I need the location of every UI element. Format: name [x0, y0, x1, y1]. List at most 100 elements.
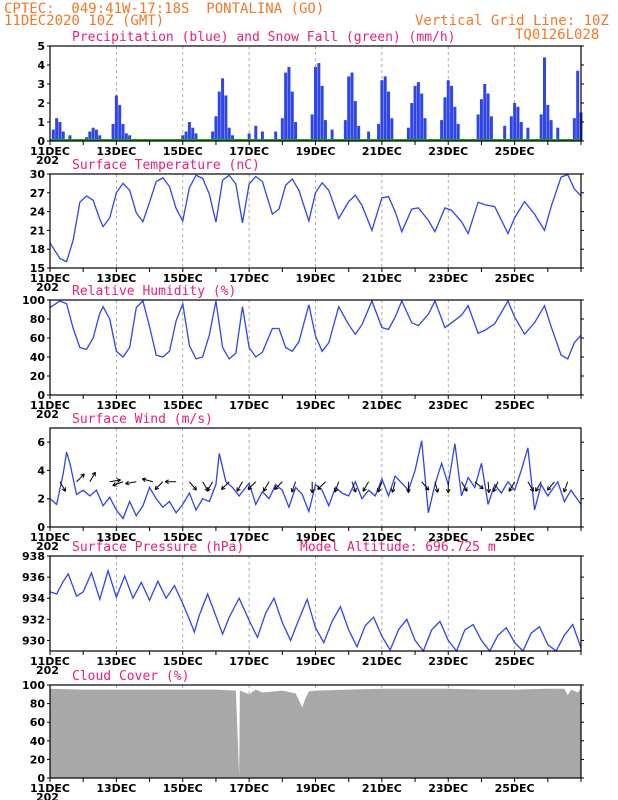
- x-tick-label: 19DEC: [295, 145, 335, 158]
- wind-arrow-shaft: [274, 481, 283, 490]
- precip-bar: [576, 70, 580, 141]
- precip-bar: [231, 135, 235, 141]
- wind-arrow-shaft: [334, 481, 340, 493]
- wind-arrow-head: [427, 486, 430, 491]
- wind-arrow: [562, 481, 569, 493]
- wind-arrow-head: [352, 489, 357, 493]
- y-tick-label: 1: [37, 116, 45, 129]
- wind-series-line: [49, 440, 582, 520]
- wind-arrow-shaft: [236, 481, 243, 492]
- precip-bar: [224, 95, 228, 141]
- wind-arrow: [390, 481, 396, 493]
- x-tick-label: 13DEC: [96, 145, 136, 158]
- precip-bar: [353, 101, 357, 141]
- y-tick-label: 15: [30, 262, 45, 275]
- wind-arrow-head: [112, 485, 117, 487]
- precip-bar: [383, 76, 387, 141]
- wind-arrow-head: [463, 488, 468, 492]
- wind-arrow-shaft: [391, 481, 396, 493]
- wind-arrow-head: [291, 489, 296, 493]
- wind-arrow-shaft: [89, 471, 96, 482]
- y-tick-label: 80: [30, 313, 46, 326]
- precip-bar: [387, 91, 391, 141]
- wind-arrow: [377, 481, 383, 493]
- precip-bar: [446, 80, 450, 141]
- precip-bar: [214, 116, 218, 141]
- wind-arrow: [486, 481, 492, 493]
- model-code: TQ0126L028: [515, 27, 600, 43]
- wind-arrow-head: [263, 488, 268, 492]
- wind-arrow: [434, 481, 440, 493]
- x-tick-label: 25DEC: [495, 272, 535, 285]
- panel-title: Surface Pressure (hPa): [72, 540, 244, 555]
- wind-arrow-head: [141, 478, 146, 483]
- wind-arrow-head: [247, 487, 252, 491]
- wind-arrow-head: [434, 489, 439, 493]
- precip-bar: [61, 131, 65, 141]
- wind-arrow-shaft: [206, 481, 214, 492]
- y-tick-label: 0: [37, 389, 45, 402]
- wind-arrow: [406, 481, 411, 493]
- x-tick-label: 17DEC: [229, 655, 269, 668]
- wind-arrow: [445, 481, 451, 493]
- wind-arrow-head: [309, 488, 313, 493]
- rh-series-line: [49, 299, 582, 360]
- wind-arrow: [236, 481, 243, 492]
- wind-arrow: [351, 481, 357, 493]
- wind-arrow-head: [142, 477, 147, 480]
- wind-arrow-head: [447, 488, 451, 493]
- x-tick-label: 17DEC: [229, 145, 269, 158]
- precip-bar: [184, 131, 188, 141]
- wind-arrow-shaft: [377, 481, 383, 493]
- precip-bar: [88, 131, 92, 141]
- wind-arrow-shaft: [247, 481, 257, 490]
- precip-bar: [513, 103, 517, 141]
- precip-bar: [247, 133, 251, 141]
- year-stub: 202: [36, 540, 59, 553]
- precip-bar: [423, 118, 427, 141]
- precip-bar: [413, 85, 417, 141]
- wind-arrow-shaft: [461, 481, 468, 492]
- wind-arrow-head: [437, 488, 440, 493]
- wind-arrow-head: [546, 486, 549, 491]
- x-tick-label: 15DEC: [163, 272, 203, 285]
- panel-title: Surface Wind (m/s): [72, 412, 213, 427]
- precip-bar: [254, 125, 258, 141]
- wind-arrow-shaft: [154, 481, 164, 490]
- wind-arrow: [112, 481, 124, 487]
- x-tick-label: 25DEC: [495, 782, 535, 795]
- wind-arrow-head: [390, 488, 393, 493]
- precip-bar: [55, 118, 59, 141]
- wind-arrow-head: [488, 488, 492, 493]
- precip-bar: [280, 118, 284, 141]
- x-tick-label: 19DEC: [295, 399, 335, 412]
- y-tick-label: 938: [22, 550, 45, 563]
- y-tick-label: 20: [30, 753, 46, 766]
- precip-bar: [227, 127, 231, 141]
- wind-arrow-shaft: [189, 481, 197, 491]
- y-tick-label: 100: [22, 294, 45, 307]
- wind-arrow-shaft: [535, 481, 542, 492]
- precip-bar: [406, 127, 410, 141]
- precip-bar: [526, 127, 530, 141]
- wind-arrow: [76, 473, 85, 483]
- model-altitude: Model Altitude: 696.725 m: [300, 540, 496, 555]
- temp-series-line: [49, 173, 582, 263]
- wind-arrow-head: [377, 488, 379, 493]
- wind-arrow-head: [195, 486, 197, 491]
- x-tick-label: 17DEC: [229, 272, 269, 285]
- wind-arrow-head: [493, 488, 497, 493]
- wind-arrow-head: [82, 473, 85, 478]
- wind-arrow-head: [563, 489, 568, 493]
- precip-bar: [118, 104, 122, 141]
- precip-bar: [450, 85, 454, 141]
- wind-arrow-head: [91, 471, 96, 475]
- precip-bar: [191, 127, 195, 141]
- x-tick-label: 11DEC: [30, 531, 70, 544]
- wind-arrow-shaft: [434, 481, 439, 493]
- x-tick-label: 23DEC: [428, 782, 468, 795]
- x-tick-label: 25DEC: [495, 531, 535, 544]
- wind-arrow-shaft: [263, 481, 270, 492]
- precip-bar: [483, 84, 487, 141]
- wind-arrow: [421, 481, 430, 491]
